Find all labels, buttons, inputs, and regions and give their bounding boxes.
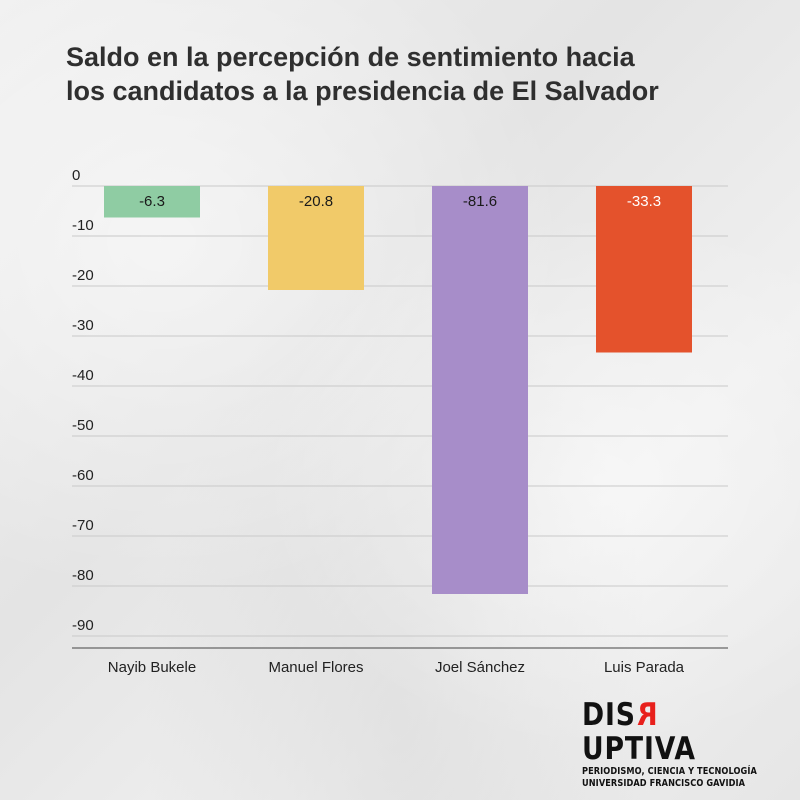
disruptiva-logo: DISRUPTIVA PERIODISMO, CIENCIA Y TECNOLO…	[582, 697, 762, 790]
y-tick-label: -10	[72, 217, 94, 234]
bar	[432, 186, 528, 594]
y-tick-label: -40	[72, 367, 94, 384]
y-tick-label: -70	[72, 517, 94, 534]
y-axis-ticks: 0 -10 -20 -30 -40 -50 -60 -70 -80 -90	[72, 167, 94, 634]
logo-wordmark-mark: R	[635, 697, 658, 733]
bar	[104, 186, 200, 218]
bar-value-label: -6.3	[139, 193, 165, 210]
logo-wordmark: DISRUPTIVA	[582, 697, 737, 767]
y-tick-label: -60	[72, 467, 94, 484]
bar	[596, 186, 692, 353]
y-tick-label: -50	[72, 417, 94, 434]
bar-value-label: -33.3	[627, 193, 661, 210]
bars	[104, 186, 692, 594]
bar-value-label: -81.6	[463, 193, 497, 210]
y-tick-label: -90	[72, 617, 94, 634]
logo-institution: UNIVERSIDAD FRANCISCO GAVIDIA	[582, 778, 746, 789]
y-tick-label: -80	[72, 567, 94, 584]
category-labels: Nayib Bukele Manuel Flores Joel Sánchez Lui…	[108, 659, 685, 676]
value-labels: -6.3 -20.8 -81.6 -33.3	[139, 193, 661, 210]
category-label: Nayib Bukele	[108, 659, 196, 676]
y-tick-label: -30	[72, 317, 94, 334]
logo-wordmark-post: UPTIVA	[582, 731, 696, 767]
category-label: Luis Parada	[604, 659, 685, 676]
y-tick-label: 0	[72, 167, 80, 184]
category-label: Manuel Flores	[268, 659, 363, 676]
y-tick-label: -20	[72, 267, 94, 284]
chart-title-line-1: Saldo en la percepción de sentimiento ha…	[66, 42, 635, 72]
chart-title-line-2: los candidatos a la presidencia de El Sa…	[66, 76, 659, 106]
logo-tagline: PERIODISMO, CIENCIA Y TECNOLOGÍA	[582, 766, 757, 777]
category-label: Joel Sánchez	[435, 659, 525, 676]
logo-wordmark-pre: DIS	[582, 697, 636, 733]
bar	[268, 186, 364, 290]
bar-value-label: -20.8	[299, 193, 333, 210]
chart-title: Saldo en la percepción de sentimiento ha…	[66, 40, 766, 108]
